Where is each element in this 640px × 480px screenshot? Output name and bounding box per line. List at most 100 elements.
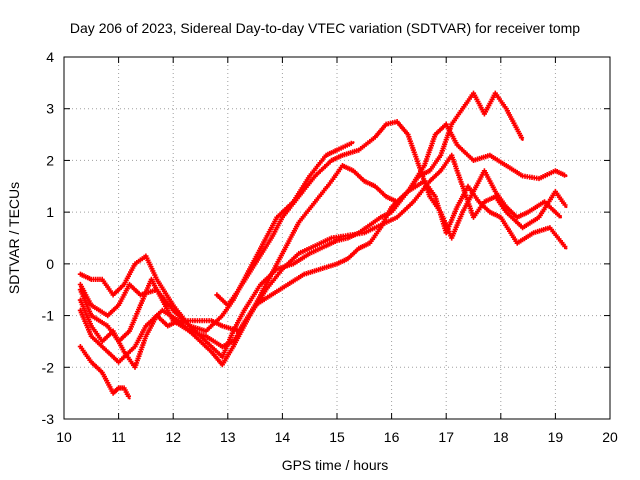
data-point [455, 143, 459, 147]
data-point [346, 257, 350, 260]
data-point [242, 309, 246, 312]
y-tick-label: 0 [46, 256, 54, 272]
data-point [477, 200, 481, 203]
data-point [565, 174, 568, 178]
data-point [379, 226, 382, 229]
y-tick-label: 3 [46, 101, 54, 117]
data-point [548, 226, 552, 229]
data-point [281, 252, 284, 255]
data-point [90, 324, 93, 328]
y-tick-label: 2 [46, 152, 54, 168]
data-point [439, 154, 442, 157]
series-trace [77, 90, 525, 350]
data-point [133, 345, 137, 348]
data-point [101, 371, 104, 374]
data-point [428, 195, 432, 198]
data-point [237, 288, 240, 291]
data-point [308, 252, 311, 255]
data-point [374, 135, 377, 139]
data-point [286, 283, 290, 286]
data-point [423, 164, 426, 167]
data-point [324, 154, 328, 157]
data-point [439, 210, 442, 214]
series-track-7 [214, 119, 563, 308]
x-tick-label: 16 [384, 429, 400, 445]
x-tick-label: 18 [493, 429, 509, 445]
data-point [90, 278, 93, 281]
data-point [445, 123, 448, 126]
data-point [221, 363, 224, 366]
data-point [341, 164, 344, 167]
data-point [90, 360, 93, 364]
x-tick-label: 20 [602, 429, 618, 445]
data-point [505, 205, 508, 209]
data-point [466, 185, 470, 188]
data-point [324, 244, 328, 247]
data-point [79, 345, 82, 348]
data-point [139, 293, 142, 297]
data-point [90, 335, 93, 338]
data-point [439, 169, 442, 172]
data-point [450, 123, 453, 126]
x-tick-label: 15 [329, 429, 345, 445]
data-point [79, 273, 82, 276]
data-point [133, 262, 137, 266]
x-tick-label: 12 [165, 429, 181, 445]
data-point [434, 195, 437, 198]
data-point [264, 288, 268, 291]
data-point [335, 239, 339, 242]
data-point [357, 231, 361, 235]
y-axis-label: SDTVAR / TECUs [6, 182, 22, 294]
data-point [384, 123, 388, 126]
data-point [117, 360, 120, 364]
data-point [472, 190, 475, 193]
data-point [210, 350, 213, 353]
data-point [428, 179, 432, 183]
data-point [204, 335, 208, 338]
data-point [221, 355, 224, 359]
data-point [532, 231, 535, 235]
data-point [128, 283, 131, 286]
x-tick-label: 19 [548, 429, 564, 445]
data-point [406, 190, 410, 193]
data-point [363, 231, 366, 235]
y-tick-label: -1 [42, 308, 55, 324]
x-tick-label: 13 [220, 429, 236, 445]
data-point [434, 133, 437, 136]
data-point [565, 247, 568, 250]
data-point [101, 340, 104, 343]
data-point [505, 107, 508, 110]
data-point [111, 329, 115, 333]
data-point [368, 223, 371, 227]
data-point [374, 185, 377, 188]
data-point [526, 210, 530, 214]
x-tick-label: 17 [438, 429, 454, 445]
data-point [346, 236, 350, 240]
data-point [521, 226, 524, 229]
data-point [357, 247, 361, 250]
data-point [232, 329, 235, 333]
data-point [144, 324, 148, 328]
data-point [155, 288, 159, 291]
data-point [395, 216, 399, 219]
data-point [122, 283, 126, 286]
data-point [455, 205, 459, 209]
data-point [188, 324, 191, 328]
data-point [537, 177, 541, 180]
series-track-6 [77, 121, 568, 360]
data-point [319, 267, 322, 271]
data-point [172, 309, 175, 312]
data-point [128, 329, 131, 333]
data-point [128, 397, 131, 400]
data-point [450, 154, 453, 157]
data-point [166, 324, 169, 328]
data-point [106, 350, 109, 353]
data-point [144, 335, 148, 338]
data-series-group [77, 90, 568, 400]
data-point [122, 350, 126, 353]
data-point [117, 386, 120, 390]
x-tick-label: 14 [275, 429, 291, 445]
data-point [101, 278, 104, 281]
data-point [297, 195, 300, 198]
